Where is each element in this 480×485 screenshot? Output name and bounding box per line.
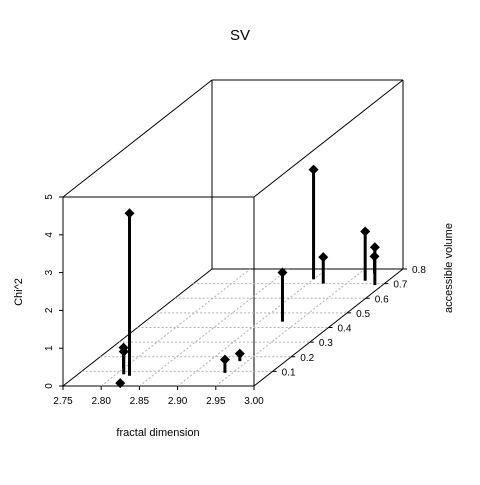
grid-line [177, 268, 327, 387]
y-axis-label: accessible volume [443, 223, 455, 313]
x-tick-label: 2.75 [53, 396, 73, 407]
x-tick-label: 2.90 [168, 396, 188, 407]
y-tick-label: 0.6 [375, 294, 389, 305]
plot-box [62, 79, 404, 387]
grid-line [139, 268, 289, 387]
data-point [219, 354, 230, 365]
data-point [115, 378, 126, 389]
z-tick-label: 5 [44, 194, 55, 200]
z-tick-label: 4 [44, 232, 55, 238]
y-tick-label: 0.4 [338, 324, 352, 335]
box-edge [62, 79, 213, 198]
z-tick-label: 0 [44, 383, 55, 389]
data-point [360, 226, 371, 237]
grid-line [100, 268, 251, 387]
y-tick-label: 0.7 [393, 280, 407, 291]
axes: 2.75 2.80 2.85 2.90 2.95 3.00 0 1 2 3 4 5 0.1 0.2 0.3 0… [44, 194, 426, 407]
z-tick-label: 1 [44, 345, 55, 351]
data-point [369, 242, 380, 253]
box-edge [253, 79, 404, 198]
y-tick-label: 0.1 [282, 367, 296, 378]
data-point [124, 208, 135, 219]
y-tick-label: 0.3 [319, 338, 333, 349]
x-axis-label: fractal dimension [116, 427, 199, 439]
x-tick-label: 2.80 [91, 396, 111, 407]
data-point [277, 267, 288, 278]
chart-title: SV [230, 27, 250, 44]
z-axis-label: Chi^2 [13, 278, 25, 306]
data-point [318, 252, 329, 263]
floor-grid [81, 268, 385, 387]
data-point [308, 164, 319, 175]
x-tick-label: 2.85 [130, 396, 150, 407]
z-tick-label: 3 [44, 269, 55, 275]
data-point [234, 348, 245, 359]
x-tick-label: 2.95 [206, 396, 226, 407]
grid-line [215, 268, 366, 387]
y-tick-label: 0.5 [356, 309, 370, 320]
x-tick-label: 3.00 [244, 396, 264, 407]
data-point [118, 342, 129, 353]
y-tick-label: 0.8 [412, 265, 426, 276]
y-tick-label: 0.2 [300, 353, 314, 364]
data-points [115, 164, 380, 389]
z-tick-label: 2 [44, 307, 55, 313]
